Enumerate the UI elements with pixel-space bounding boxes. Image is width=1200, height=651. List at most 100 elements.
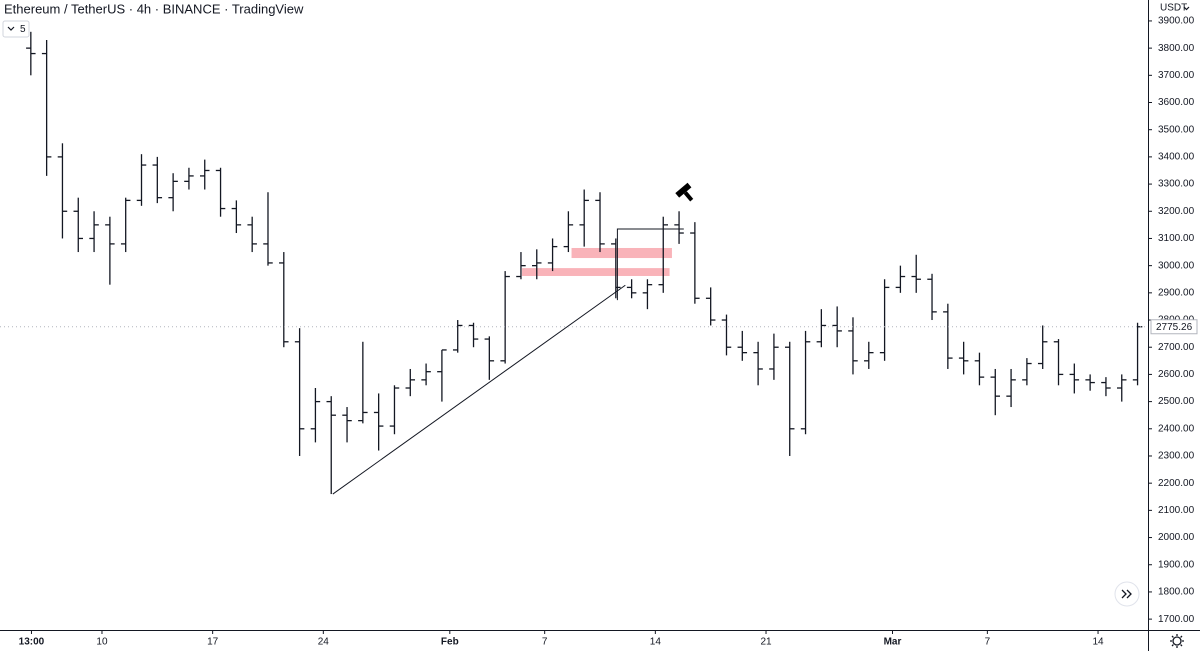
y-tick-label: 3700.00 — [1158, 70, 1195, 81]
y-tick-label: 2000.00 — [1158, 532, 1195, 543]
ohlc-bar — [547, 238, 558, 272]
ohlc-bar — [753, 341, 763, 386]
x-tick-label: 17 — [207, 637, 219, 648]
y-tick-label: 3900.00 — [1158, 16, 1195, 27]
ohlc-bar — [358, 341, 368, 424]
ohlc-bar — [200, 159, 210, 190]
y-tick-label: 1700.00 — [1158, 614, 1195, 625]
y-tick-label: 2600.00 — [1158, 369, 1195, 380]
ohlc-bar — [864, 341, 874, 369]
fvg-zone — [522, 268, 670, 276]
ohlc-bar — [326, 396, 336, 495]
ohlc-bar — [389, 385, 400, 435]
ohlc-bar — [784, 341, 795, 456]
chart-title: Ethereum / TetherUS · 4h · BINANCE · Tra… — [4, 1, 304, 16]
ohlc-bar — [26, 31, 36, 76]
ohlc-bar — [294, 328, 305, 456]
ohlc-bar — [1022, 358, 1032, 386]
ohlc-bar — [1006, 368, 1016, 408]
ohlc-bar — [895, 265, 906, 293]
ohlc-bar — [832, 306, 842, 348]
ohlc-bar — [215, 167, 226, 217]
ohlc-bar — [263, 192, 273, 266]
x-tick-label: Feb — [441, 637, 459, 648]
y-tick-label: 3100.00 — [1158, 233, 1195, 244]
ohlc-bar — [1069, 363, 1080, 394]
ohlc-bar — [595, 192, 605, 253]
ohlc-bar — [816, 309, 827, 348]
ohlc-bar — [848, 317, 858, 375]
hammer-icon — [675, 182, 694, 202]
ohlc-bar — [1053, 339, 1064, 386]
indicator-toggle[interactable]: 5 — [2, 20, 30, 38]
y-tick-label: 2300.00 — [1158, 451, 1195, 462]
ohlc-bar — [73, 197, 84, 253]
y-tick-label: 3300.00 — [1158, 179, 1195, 190]
ohlc-bar — [579, 189, 589, 247]
ohlc-bar — [500, 271, 510, 364]
ohlc-bar — [452, 320, 463, 353]
ohlc-bar — [136, 154, 147, 206]
ohlc-bar — [468, 322, 479, 348]
x-tick-label: Mar — [884, 637, 902, 648]
ohlc-bar — [342, 407, 352, 443]
x-tick-label: 24 — [318, 637, 330, 648]
ohlc-bar — [943, 303, 953, 369]
ohlc-bar — [611, 238, 621, 299]
x-tick-label: 14 — [1092, 637, 1104, 648]
x-tick-label: 7 — [985, 637, 991, 648]
ohlc-bar — [484, 336, 495, 380]
ohlc-bar — [958, 341, 969, 375]
y-tick-label: 2700.00 — [1158, 342, 1195, 353]
y-tick-label: 2900.00 — [1158, 287, 1195, 298]
ohlc-bar — [990, 368, 1001, 416]
ohlc-bar — [247, 216, 257, 253]
ohlc-bar — [911, 254, 921, 293]
ohlc-bar — [105, 216, 115, 285]
currency-selector[interactable]: USDT — [1160, 3, 1190, 14]
ohlc-bar — [41, 39, 52, 176]
ohlc-bar — [1101, 377, 1111, 397]
ohlc-bar — [705, 287, 716, 326]
ohlc-bar — [974, 352, 985, 386]
ohlc-bar — [168, 173, 178, 212]
y-tick-label: 2500.00 — [1158, 396, 1195, 407]
ohlc-bar — [879, 279, 890, 361]
ohlc-bar — [927, 273, 937, 321]
ohlc-bar — [737, 330, 748, 361]
ohlc-bar — [1132, 322, 1143, 386]
y-tick-label: 3000.00 — [1158, 260, 1195, 271]
ohlc-bar — [1085, 374, 1095, 391]
y-tick-label: 3200.00 — [1158, 206, 1195, 217]
trend-line — [332, 284, 626, 495]
ohlc-bar — [769, 333, 779, 380]
ohlc-bar — [373, 393, 384, 451]
y-tick-label: 3800.00 — [1158, 43, 1195, 54]
last-price-box — [1150, 319, 1198, 335]
ohlc-bar — [563, 211, 574, 253]
y-tick-label: 2200.00 — [1158, 478, 1195, 489]
ohlc-bar — [674, 211, 684, 244]
ohlc-bar — [690, 222, 700, 304]
x-tick-label: 7 — [542, 637, 548, 648]
settings-button[interactable] — [1170, 634, 1184, 648]
ohlc-bar — [279, 252, 289, 348]
x-tick-label: 10 — [96, 637, 108, 648]
last-price-label: 2775.26 — [1156, 322, 1193, 333]
indicator-count: 5 — [20, 24, 26, 35]
x-tick-label: 14 — [650, 637, 662, 648]
y-tick-label: 3400.00 — [1158, 152, 1195, 163]
x-tick-label: 13:00 — [19, 637, 45, 648]
box-outline — [616, 228, 684, 301]
y-tick-label: 3600.00 — [1158, 97, 1195, 108]
ohlc-bar — [721, 314, 732, 356]
y-tick-label: 1800.00 — [1158, 587, 1195, 598]
ohlc-bar — [231, 200, 242, 234]
ohlc-bar — [800, 330, 811, 435]
ohlc-bar — [57, 143, 68, 239]
x-tick-label: 21 — [760, 637, 772, 648]
ohlc-bar — [421, 363, 431, 386]
scroll-to-end-button[interactable] — [1114, 581, 1140, 607]
